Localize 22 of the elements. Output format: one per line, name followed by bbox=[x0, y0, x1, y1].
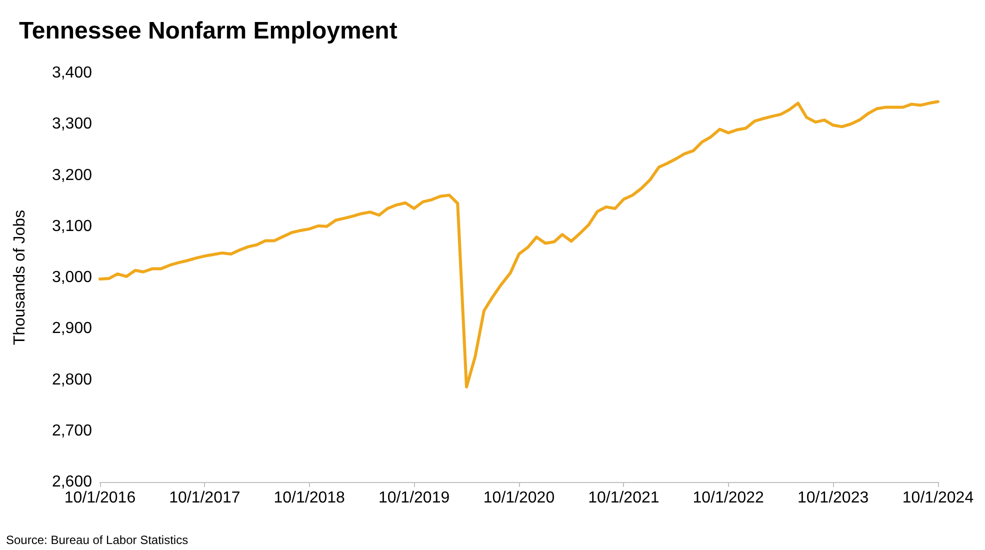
y-tick-label: 3,400 bbox=[52, 64, 92, 82]
x-tick-label: 10/1/2019 bbox=[378, 490, 450, 506]
line-series bbox=[98, 100, 940, 388]
x-tick-label: 10/1/2023 bbox=[797, 490, 869, 506]
y-tick-label: 2,700 bbox=[52, 422, 92, 440]
y-tick-label: 2,900 bbox=[52, 320, 92, 338]
chart-title: Tennessee Nonfarm Employment bbox=[19, 18, 398, 44]
x-tick-label: 10/1/2016 bbox=[64, 490, 136, 506]
y-axis-title: Thousands of Jobs bbox=[12, 210, 28, 346]
y-tick-label: 3,200 bbox=[52, 166, 92, 184]
y-tick-label: 2,600 bbox=[52, 474, 92, 490]
x-tick-label: 10/1/2024 bbox=[902, 490, 974, 506]
y-tick-label: 2,800 bbox=[52, 371, 92, 388]
y-tick-label: 3,300 bbox=[52, 116, 92, 133]
x-tick-label: 10/1/2017 bbox=[169, 490, 240, 506]
x-tick-label: 10/1/2020 bbox=[483, 490, 555, 506]
y-tick-label: 3,100 bbox=[52, 218, 92, 235]
source-note: Source: Bureau of Labor Statistics bbox=[6, 533, 188, 547]
x-tick-label: 10/1/2018 bbox=[274, 490, 346, 506]
y-tick-label: 3,000 bbox=[52, 269, 92, 286]
x-tick-label: 10/1/2021 bbox=[588, 490, 660, 506]
x-tick-label: 10/1/2022 bbox=[692, 490, 764, 506]
